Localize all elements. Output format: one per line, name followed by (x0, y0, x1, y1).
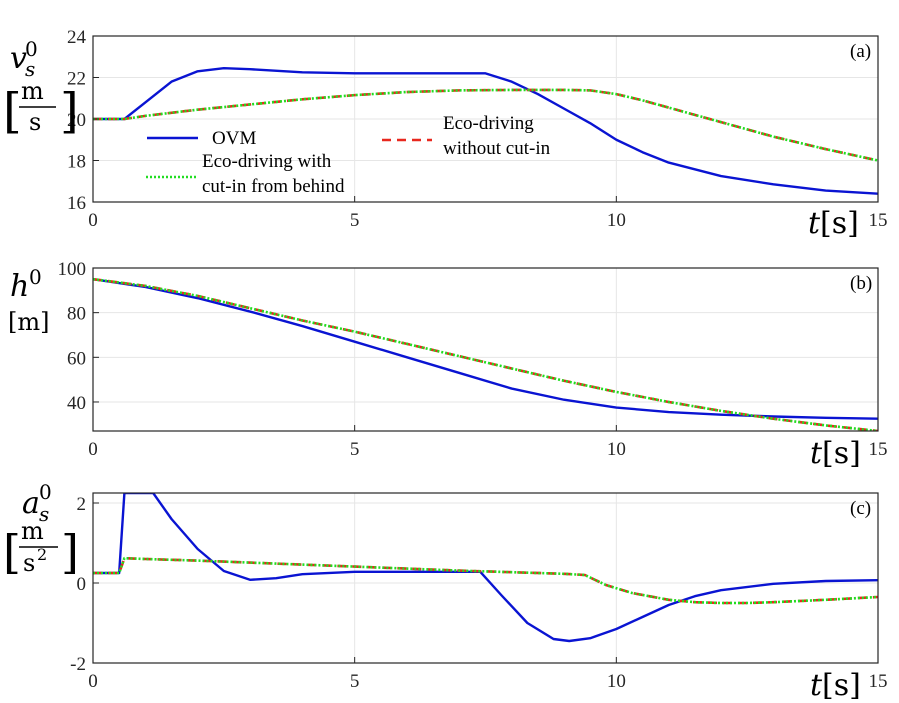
series-line-eco-with-cutin (93, 277, 878, 431)
svg-text:[s]: [s] (820, 206, 859, 241)
svg-text:t: t (810, 436, 823, 471)
xtick-label: 10 (607, 671, 626, 692)
legend-label-eco-with-1: Eco-driving with (202, 151, 332, 172)
legend-label-ovm: OVM (212, 128, 256, 149)
panel-b: 0 5 10 15 40 60 80 100 (b) h 0 [m] t [s] (8, 259, 888, 471)
panel-c-ylabel: a s 0 [ ] m s 2 (3, 480, 79, 579)
svg-text:[s]: [s] (822, 436, 861, 471)
svg-text:s: s (25, 57, 35, 81)
svg-text:a: a (22, 486, 40, 521)
ytick-label: 0 (77, 574, 87, 595)
xtick-label: 15 (869, 439, 888, 460)
panel-a-ticks: 0 5 10 15 16 18 20 22 24 (67, 27, 888, 231)
ytick-label: 2 (77, 494, 87, 515)
xtick-label: 0 (88, 210, 98, 231)
panel-b-tag: (b) (850, 273, 872, 294)
svg-text:[: [ (3, 525, 21, 579)
series-line-ovm (93, 493, 878, 643)
series-line-ovm (93, 66, 878, 195)
xtick-label: 5 (350, 210, 360, 231)
panel-c-ticks: 0 5 10 15-202 (70, 494, 887, 692)
svg-text:2: 2 (37, 545, 47, 564)
panel-c: 0 5 10 15-202 (c) a s 0 [ ] m s 2 t [s] (3, 480, 888, 703)
ytick-label: 40 (67, 393, 86, 414)
svg-text:[: [ (3, 83, 22, 139)
legend: OVM Eco-driving without cut-in Eco-drivi… (146, 113, 551, 197)
ytick-label: 18 (67, 152, 86, 173)
series-line-eco-with-cutin (93, 88, 878, 162)
svg-text:]: ] (61, 525, 79, 579)
panel-a-xlabel: t [s] (808, 206, 859, 241)
panel-c-grid (93, 493, 878, 663)
panel-a-tag: (a) (850, 41, 871, 62)
svg-text:s: s (23, 549, 35, 577)
series-line-ovm (93, 277, 878, 420)
panel-c-xlabel: t [s] (810, 668, 861, 703)
svg-text:[s]: [s] (822, 668, 861, 703)
svg-text:]: ] (60, 83, 79, 139)
svg-text:m: m (21, 77, 44, 105)
svg-text:s: s (39, 502, 49, 526)
panel-b-grid (93, 268, 878, 431)
ytick-label: 80 (67, 304, 86, 325)
panel-a-ylabel: v s 0 [ ] m s (3, 37, 79, 139)
svg-text:t: t (808, 206, 821, 241)
panel-b-ticks: 0 5 10 15 40 60 80 100 (58, 259, 888, 460)
svg-text:[m]: [m] (8, 308, 49, 336)
panel-c-series (93, 493, 878, 643)
xtick-label: 0 (88, 439, 98, 460)
svg-text:0: 0 (39, 480, 52, 504)
panel-b-xlabel: t [s] (810, 436, 861, 471)
legend-label-eco-without-2: without cut-in (443, 138, 551, 159)
panel-c-frame (92, 492, 879, 664)
xtick-label: 10 (607, 210, 626, 231)
series-line-eco-with-cutin (93, 556, 878, 605)
svg-text:0: 0 (29, 265, 42, 289)
panel-b-frame (92, 267, 879, 432)
legend-label-eco-with-2: cut-in from behind (202, 176, 345, 197)
panel-a-series (93, 66, 878, 195)
ytick-label: 20 (67, 110, 86, 131)
ytick-label: 100 (58, 259, 87, 280)
svg-text:v: v (10, 41, 27, 76)
svg-text:0: 0 (25, 37, 38, 61)
xtick-label: 5 (350, 439, 360, 460)
ytick-label: 24 (67, 27, 87, 48)
panel-b-series (93, 277, 878, 431)
series-line-eco-without-cutin (93, 556, 878, 605)
ytick-label: 16 (67, 193, 86, 214)
panel-a-grid (93, 36, 878, 202)
panel-b-ylabel: h 0 [m] (8, 265, 49, 336)
xtick-label: 10 (607, 439, 626, 460)
svg-text:m: m (21, 517, 44, 545)
ytick-label: -2 (70, 654, 86, 675)
legend-label-eco-without-1: Eco-driving (443, 113, 534, 134)
ytick-label: 60 (67, 348, 86, 369)
panel-a: 0 5 10 15 16 18 20 22 24 (a) v s 0 [ ] m s t [s]… (3, 27, 888, 241)
xtick-label: 15 (869, 671, 888, 692)
svg-text:h: h (10, 269, 29, 304)
xtick-label: 0 (88, 671, 98, 692)
svg-text:t: t (810, 668, 823, 703)
panel-c-tag: (c) (850, 498, 871, 519)
ytick-label: 22 (67, 69, 86, 90)
svg-text:s: s (29, 108, 41, 136)
xtick-label: 5 (350, 671, 360, 692)
xtick-label: 15 (869, 210, 888, 231)
